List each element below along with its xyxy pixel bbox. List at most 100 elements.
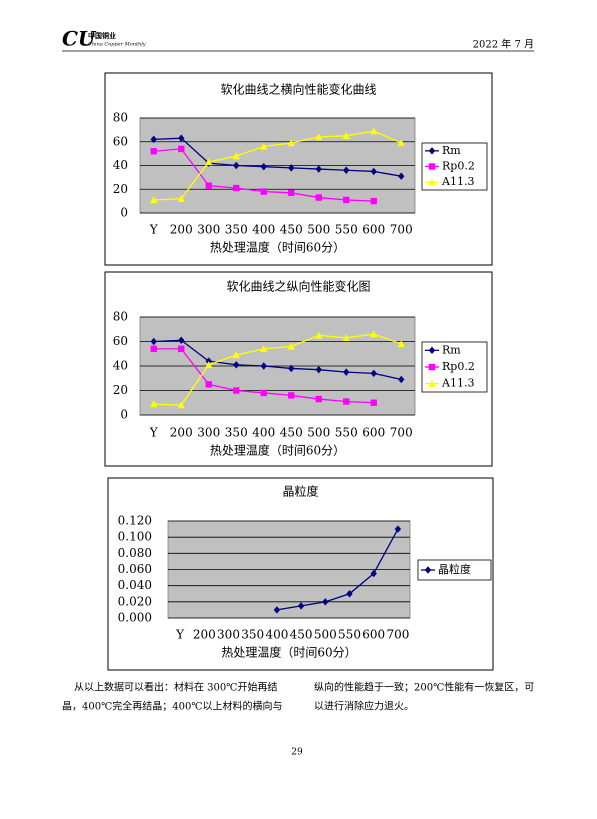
marker	[233, 361, 240, 369]
marker	[370, 197, 377, 205]
marker	[346, 590, 353, 598]
marker	[273, 606, 281, 614]
marker	[150, 400, 158, 408]
y-tick-label: 0.060	[118, 562, 152, 576]
legend-label: A11.3	[441, 377, 474, 390]
chart-title: 软化曲线之横向性能变化曲线	[220, 82, 376, 97]
y-tick-label: 20	[113, 182, 128, 196]
marker	[205, 381, 212, 388]
x-tick-label: 700	[390, 223, 413, 237]
journal-en: China Copper Monthly	[88, 42, 146, 48]
marker	[205, 361, 213, 368]
x-tick-label: 600	[362, 223, 385, 237]
marker	[178, 134, 185, 142]
issue: 2022 年 7 月	[473, 38, 534, 51]
y-tick-label: 80	[113, 111, 128, 125]
y-tick-label: 60	[113, 134, 128, 148]
marker	[233, 161, 240, 170]
legend-label: 晶粒度	[438, 562, 471, 576]
marker	[397, 340, 405, 348]
marker	[205, 182, 212, 189]
y-tick-label: 0.120	[118, 514, 152, 528]
marker	[232, 152, 240, 160]
x-axis-title: 热处理温度（时间60分）	[210, 240, 345, 255]
legend-label: Rm	[442, 144, 461, 157]
legend-swatch	[428, 346, 436, 355]
marker	[343, 196, 350, 204]
x-tick-label: 350	[241, 628, 264, 642]
marker	[315, 133, 323, 141]
x-tick-label: 500	[307, 426, 330, 440]
x-axis-title: 热处理温度（时间60分）	[210, 443, 345, 458]
marker	[370, 330, 378, 338]
marker	[342, 132, 350, 140]
marker	[288, 364, 295, 373]
marker	[260, 142, 268, 150]
y-tick-label: 0.100	[118, 530, 152, 544]
marker	[177, 195, 185, 202]
marker	[150, 196, 158, 204]
marker	[150, 135, 157, 144]
marker	[205, 158, 213, 166]
series-line	[153, 137, 402, 177]
y-tick-label: 20	[113, 383, 128, 397]
marker	[260, 162, 267, 171]
marker	[315, 365, 322, 374]
marker	[394, 525, 402, 533]
x-tick-label: 200	[170, 223, 193, 237]
marker	[315, 395, 322, 403]
marker	[343, 166, 350, 174]
series-line	[276, 528, 399, 611]
series-line	[153, 339, 402, 381]
x-tick-label: 300	[217, 628, 240, 642]
marker	[177, 401, 185, 409]
x-tick-label: 450	[280, 223, 303, 237]
y-tick-label: 40	[113, 158, 128, 172]
x-tick-label: 400	[265, 628, 288, 642]
body-text: 以进行消除应力退火。	[314, 700, 414, 713]
x-tick-label: Y	[149, 223, 159, 237]
x-tick-label: Y	[149, 426, 159, 440]
x-tick-label: 550	[335, 223, 358, 237]
marker	[315, 165, 322, 173]
marker	[342, 334, 350, 342]
x-tick-label: 300	[197, 223, 220, 237]
x-tick-label: 500	[314, 628, 337, 642]
y-tick-label: 0.080	[118, 546, 152, 560]
series-line	[153, 333, 402, 406]
logo: CU	[62, 27, 97, 51]
x-tick-label: 300	[197, 426, 220, 440]
x-axis-title: 热处理温度（时间60分）	[221, 645, 356, 660]
marker	[287, 342, 295, 350]
x-tick-label: 550	[335, 426, 358, 440]
marker	[233, 184, 240, 192]
marker	[288, 189, 295, 197]
marker	[260, 345, 268, 353]
x-tick-label: 200	[170, 426, 193, 440]
legend-swatch	[428, 178, 436, 186]
series-line	[153, 130, 402, 201]
marker	[398, 172, 405, 180]
legend-box	[417, 559, 492, 581]
y-tick-label: 80	[113, 310, 128, 324]
x-tick-label: 600	[362, 426, 385, 440]
y-tick-label: 0	[120, 206, 128, 220]
marker	[260, 389, 267, 397]
marker	[178, 145, 185, 153]
marker	[315, 194, 322, 201]
marker	[288, 164, 295, 172]
page-number: 29	[291, 748, 303, 758]
legend-label: A11.3	[441, 175, 474, 188]
legend-swatch	[428, 363, 436, 371]
marker	[297, 602, 305, 610]
marker	[397, 139, 405, 147]
x-tick-label: 400	[252, 426, 275, 440]
legend-swatch	[428, 147, 436, 155]
marker	[233, 387, 240, 394]
x-tick-label: Y	[175, 628, 185, 642]
marker	[315, 331, 323, 339]
marker	[260, 188, 267, 195]
y-tick-label: 0.040	[118, 578, 152, 592]
body-text: 晶，400℃完全再结晶；400℃以上材料的横向与	[62, 700, 283, 713]
